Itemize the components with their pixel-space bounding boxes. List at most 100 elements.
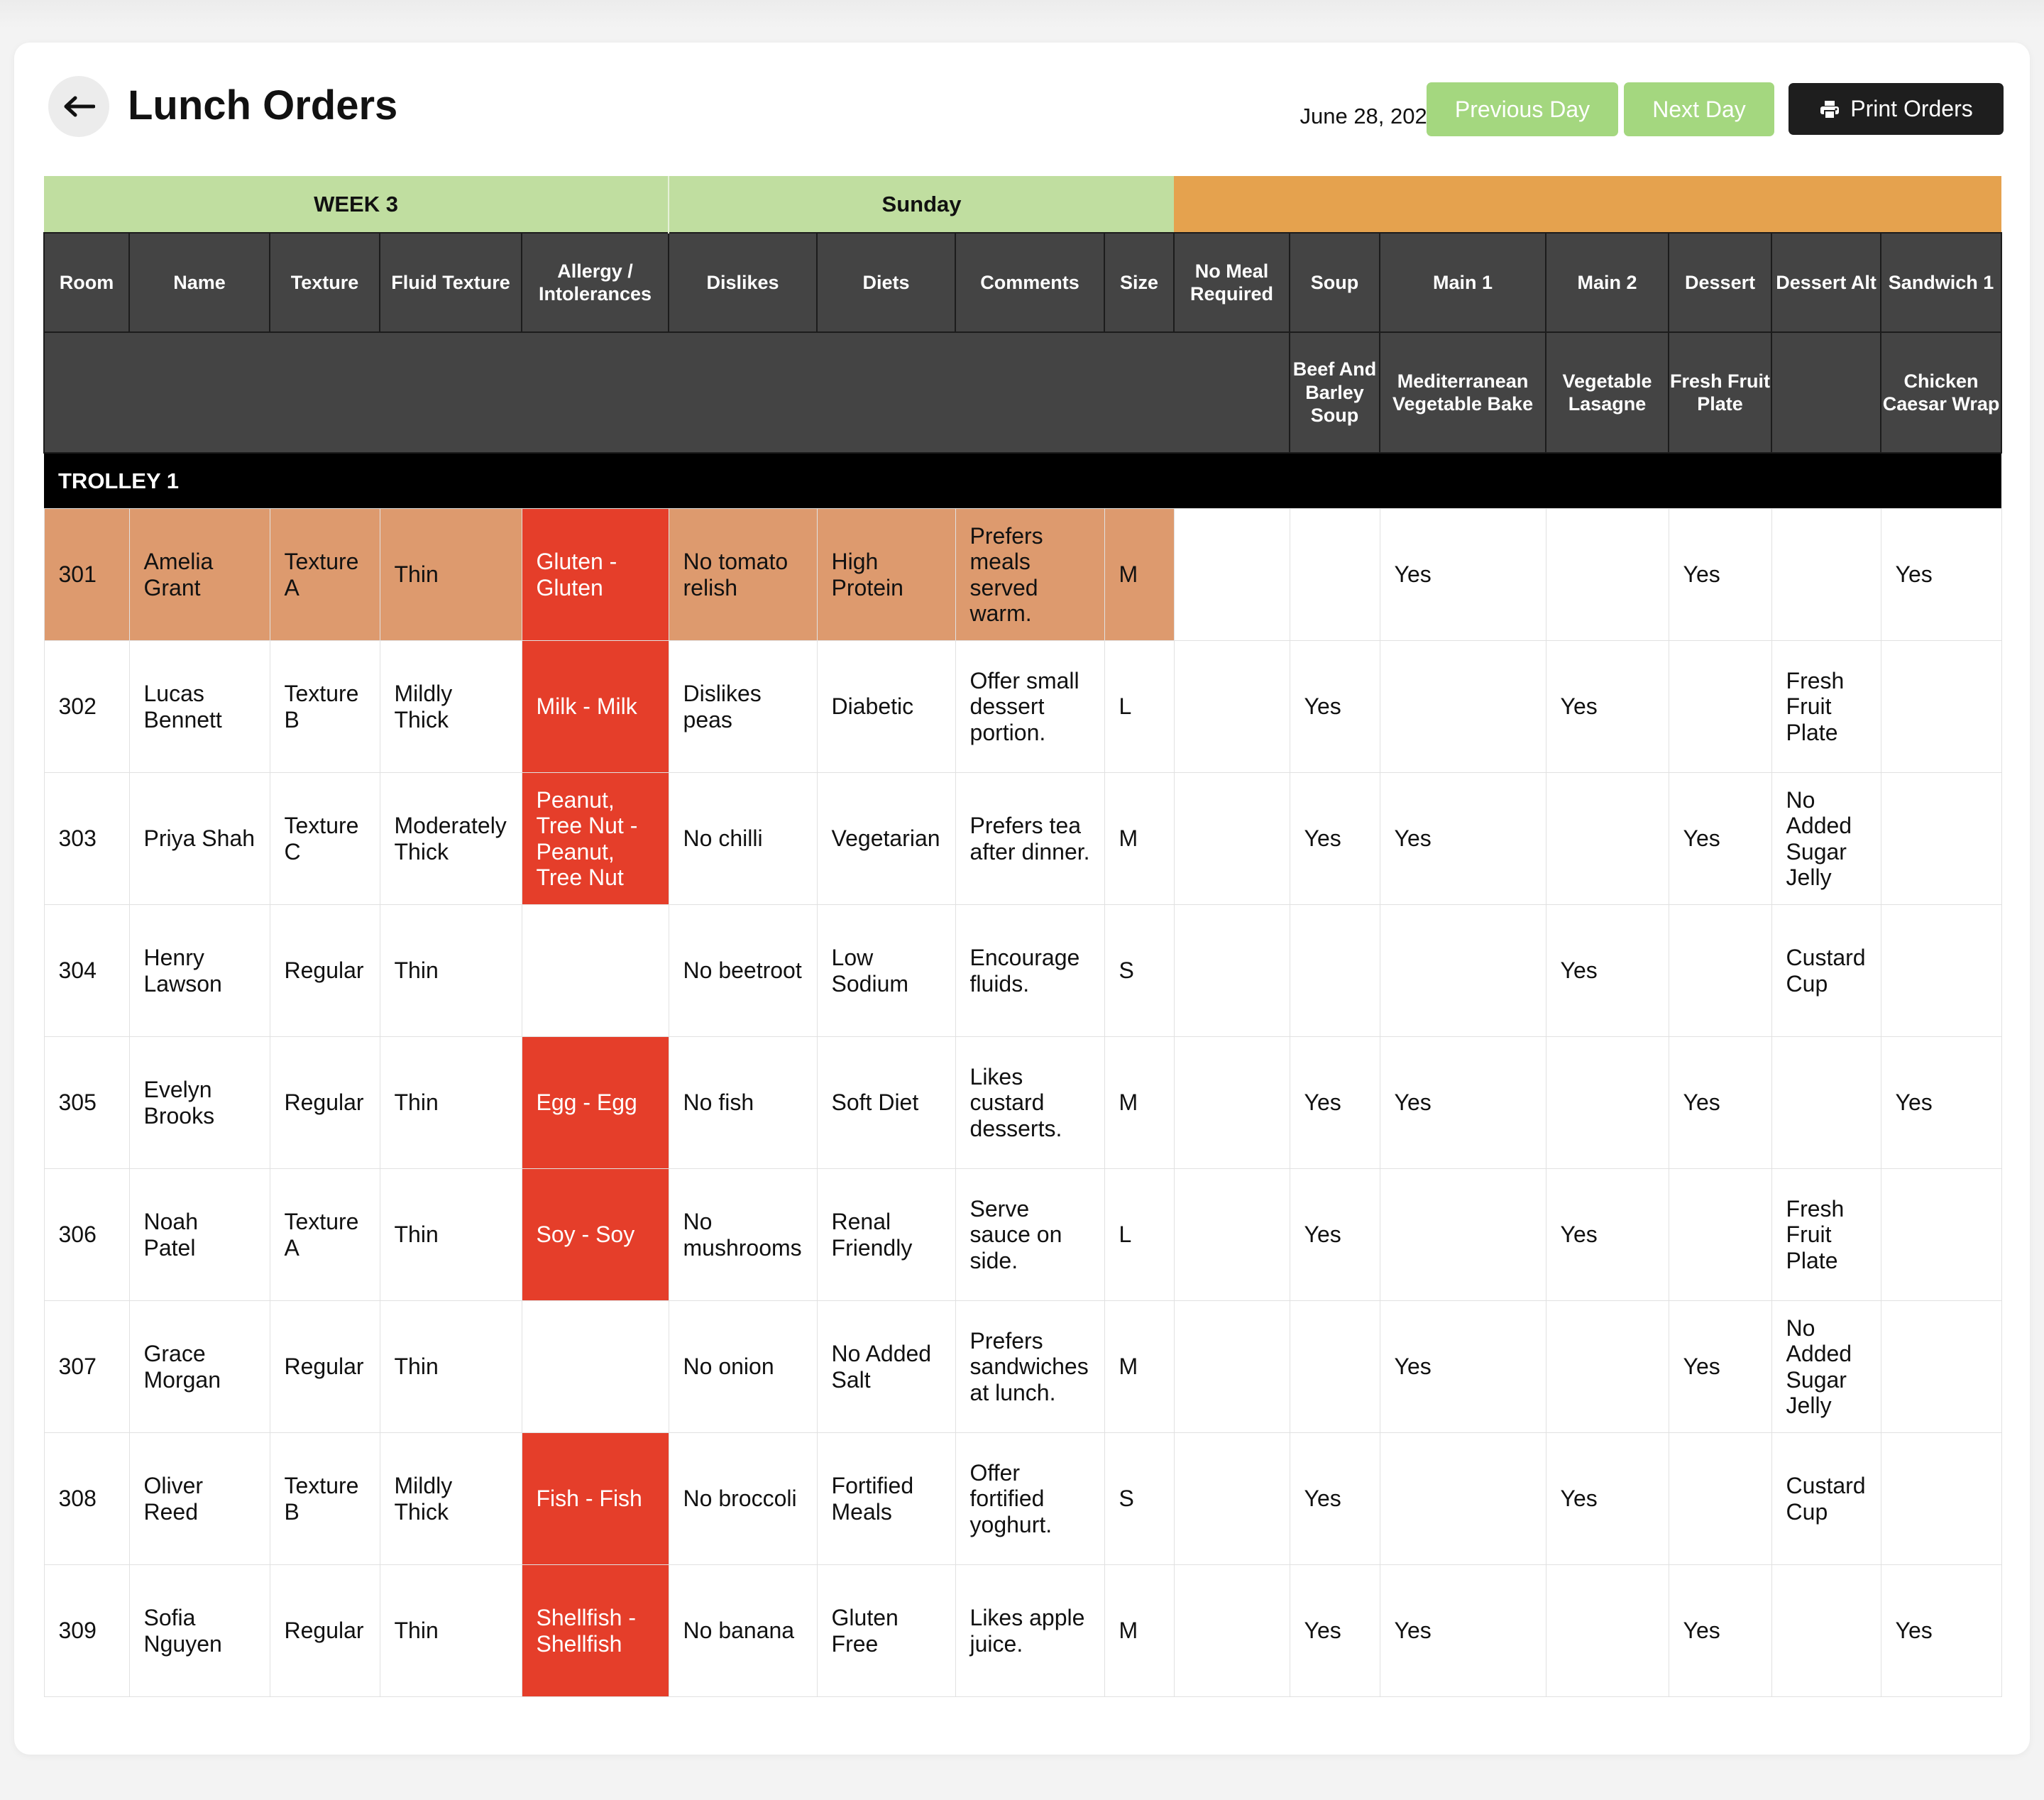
table-row[interactable]: 304 Henry Lawson Regular Thin No beetroot Low… xyxy=(43,904,2002,1037)
table-row[interactable]: 302 Lucas Bennett Texture B Mildly Thick Mil… xyxy=(43,640,2002,773)
table-row[interactable]: 306 Noah Patel Texture A Thin Soy - Soy No mu… xyxy=(43,1168,2002,1301)
cell-soup: Yes xyxy=(1289,1168,1380,1301)
cell-allergy xyxy=(521,904,669,1037)
cell-no-meal-required xyxy=(1173,1036,1290,1169)
cell-main-1 xyxy=(1379,1432,1546,1565)
cell-dessert-alt xyxy=(1771,1036,1881,1169)
cell-allergy: Peanut, Tree Nut - Peanut, Tree Nut xyxy=(521,772,669,905)
cell-soup: Yes xyxy=(1289,640,1380,773)
table-row[interactable]: 309 Sofia Nguyen Regular Thin Shellfish - Sh… xyxy=(43,1564,2002,1697)
cell-allergy xyxy=(521,1300,669,1433)
cell-dessert-alt: Fresh Fruit Plate xyxy=(1771,640,1881,773)
cell-no-meal-required xyxy=(1173,1300,1290,1433)
table-row[interactable]: 308 Oliver Reed Texture B Mildly Thick Fish … xyxy=(43,1432,2002,1565)
cell-main-2 xyxy=(1545,1036,1669,1169)
cell-main-1: Yes xyxy=(1379,772,1546,905)
cell-main-1: Yes xyxy=(1379,1300,1546,1433)
cell-fluid-texture: Mildly Thick xyxy=(379,1432,522,1565)
cell-soup xyxy=(1289,508,1380,641)
cell-dessert xyxy=(1668,904,1772,1037)
cell-room: 307 xyxy=(43,1300,130,1433)
cell-diets: Low Sodium xyxy=(816,904,956,1037)
cell-texture: Texture B xyxy=(269,1432,380,1565)
cell-fluid-texture: Thin xyxy=(379,904,522,1037)
previous-day-button[interactable]: Previous Day xyxy=(1427,82,1618,136)
cell-size: L xyxy=(1104,1168,1175,1301)
cell-name: Noah Patel xyxy=(128,1168,270,1301)
trolley-row: TROLLEY 1 xyxy=(44,453,2002,509)
cell-fluid-texture: Thin xyxy=(379,1564,522,1697)
cell-name: Amelia Grant xyxy=(128,508,270,641)
print-orders-button[interactable]: Print Orders xyxy=(1788,83,2004,135)
cell-fluid-texture: Thin xyxy=(379,508,522,641)
cell-name: Sofia Nguyen xyxy=(128,1564,270,1697)
col-main-2: Main 2 xyxy=(1545,232,1670,333)
cell-sandwich-1 xyxy=(1880,1168,2002,1301)
table-row[interactable]: 301 Amelia Grant Texture A Thin Gluten - Glu… xyxy=(43,508,2002,641)
cell-sandwich-1 xyxy=(1880,640,2002,773)
cell-fluid-texture: Moderately Thick xyxy=(379,772,522,905)
cell-dislikes: No beetroot xyxy=(668,904,818,1037)
cell-room: 303 xyxy=(43,772,130,905)
cell-main-2 xyxy=(1545,1300,1669,1433)
cell-name: Henry Lawson xyxy=(128,904,270,1037)
cell-room: 302 xyxy=(43,640,130,773)
table-row[interactable]: 305 Evelyn Brooks Regular Thin Egg - Egg No f… xyxy=(43,1036,2002,1169)
cell-size: M xyxy=(1104,1036,1175,1169)
week-band: WEEK 3 Sunday xyxy=(44,176,2002,233)
cell-main-2: Yes xyxy=(1545,904,1669,1037)
page-header: Lunch Orders June 28, 2026 Previous Day … xyxy=(14,43,2030,177)
cell-room: 304 xyxy=(43,904,130,1037)
next-day-button[interactable]: Next Day xyxy=(1624,82,1774,136)
col-name: Name xyxy=(128,232,270,333)
week-label: WEEK 3 xyxy=(44,176,670,233)
cell-dislikes: No banana xyxy=(668,1564,818,1697)
col-texture: Texture xyxy=(269,232,380,333)
cell-soup: Yes xyxy=(1289,1432,1380,1565)
menu-items-row: Beef And Barley Soup Mediterranean Veget… xyxy=(43,331,2003,454)
arrow-left-icon xyxy=(64,96,95,117)
cell-comments: Encourage fluids. xyxy=(955,904,1105,1037)
menu-sandwich-1: Chicken Caesar Wrap xyxy=(1880,331,2003,454)
cell-fluid-texture: Thin xyxy=(379,1300,522,1433)
cell-name: Evelyn Brooks xyxy=(128,1036,270,1169)
cell-texture: Texture B xyxy=(269,640,380,773)
cell-diets: Fortified Meals xyxy=(816,1432,956,1565)
cell-soup xyxy=(1289,904,1380,1037)
cell-comments: Offer small dessert portion. xyxy=(955,640,1105,773)
cell-sandwich-1: Yes xyxy=(1880,1036,2002,1169)
cell-main-2: Yes xyxy=(1545,1432,1669,1565)
cell-fluid-texture: Mildly Thick xyxy=(379,640,522,773)
printer-icon xyxy=(1819,99,1840,120)
table-row[interactable]: 303 Priya Shah Texture C Moderately Thick Pe… xyxy=(43,772,2002,905)
cell-allergy: Milk - Milk xyxy=(521,640,669,773)
cell-diets: Diabetic xyxy=(816,640,956,773)
cell-dessert-alt: Custard Cup xyxy=(1771,904,1881,1037)
top-shadow xyxy=(0,0,2044,28)
cell-dessert-alt: Fresh Fruit Plate xyxy=(1771,1168,1881,1301)
cell-name: Lucas Bennett xyxy=(128,640,270,773)
cell-no-meal-required xyxy=(1173,508,1290,641)
cell-diets: Renal Friendly xyxy=(816,1168,956,1301)
cell-dislikes: No broccoli xyxy=(668,1432,818,1565)
cell-sandwich-1: Yes xyxy=(1880,1564,2002,1697)
menu-dessert-alt xyxy=(1771,331,1882,454)
cell-no-meal-required xyxy=(1173,1564,1290,1697)
cell-name: Oliver Reed xyxy=(128,1432,270,1565)
cell-no-meal-required xyxy=(1173,1168,1290,1301)
col-dessert-alt: Dessert Alt xyxy=(1771,232,1882,333)
back-button[interactable] xyxy=(48,76,109,137)
cell-name: Priya Shah xyxy=(128,772,270,905)
cell-dislikes: No chilli xyxy=(668,772,818,905)
cell-dessert-alt xyxy=(1771,1564,1881,1697)
cell-main-2 xyxy=(1545,772,1669,905)
trolley-label: TROLLEY 1 xyxy=(44,453,2002,509)
cell-main-2: Yes xyxy=(1545,1168,1669,1301)
cell-room: 309 xyxy=(43,1564,130,1697)
cell-name: Grace Morgan xyxy=(128,1300,270,1433)
cell-texture: Regular xyxy=(269,904,380,1037)
table-row[interactable]: 307 Grace Morgan Regular Thin No onion No Add… xyxy=(43,1300,2002,1433)
page-title: Lunch Orders xyxy=(128,82,398,128)
cell-main-1: Yes xyxy=(1379,1036,1546,1169)
cell-room: 301 xyxy=(43,508,130,641)
